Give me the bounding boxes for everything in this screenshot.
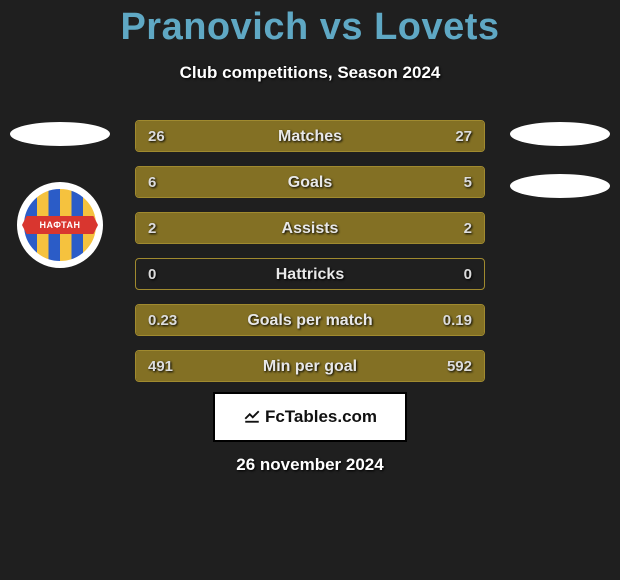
stat-label: Assists: [136, 213, 484, 243]
left-badge-column: НАФТАН: [10, 112, 110, 268]
stat-label: Goals per match: [136, 305, 484, 335]
page-root: Pranovich vs Lovets Club competitions, S…: [0, 0, 620, 580]
club-badge-left: НАФТАН: [17, 182, 103, 268]
stat-row: 2627Matches: [135, 120, 485, 152]
stat-label: Goals: [136, 167, 484, 197]
stats-table: 2627Matches 65Goals 22Assists 00Hattricks 0.…: [135, 120, 485, 396]
stat-label: Matches: [136, 121, 484, 151]
stat-label: Hattricks: [136, 259, 484, 289]
player-right-oval: [510, 122, 610, 146]
chart-icon: [243, 406, 261, 429]
right-badge-column: [510, 112, 610, 198]
stat-row: 22Assists: [135, 212, 485, 244]
stat-row: 0.230.19Goals per match: [135, 304, 485, 336]
page-date: 26 november 2024: [0, 455, 620, 475]
stat-row: 00Hattricks: [135, 258, 485, 290]
stat-row: 491592Min per goal: [135, 350, 485, 382]
player-left-oval: [10, 122, 110, 146]
club-right-oval: [510, 174, 610, 198]
club-banner-text: НАФТАН: [22, 216, 98, 234]
page-subtitle: Club competitions, Season 2024: [0, 63, 620, 83]
stat-row: 65Goals: [135, 166, 485, 198]
source-badge-text: FcTables.com: [265, 407, 377, 427]
stat-label: Min per goal: [136, 351, 484, 381]
source-badge[interactable]: FcTables.com: [213, 392, 407, 442]
page-title: Pranovich vs Lovets: [0, 0, 620, 49]
